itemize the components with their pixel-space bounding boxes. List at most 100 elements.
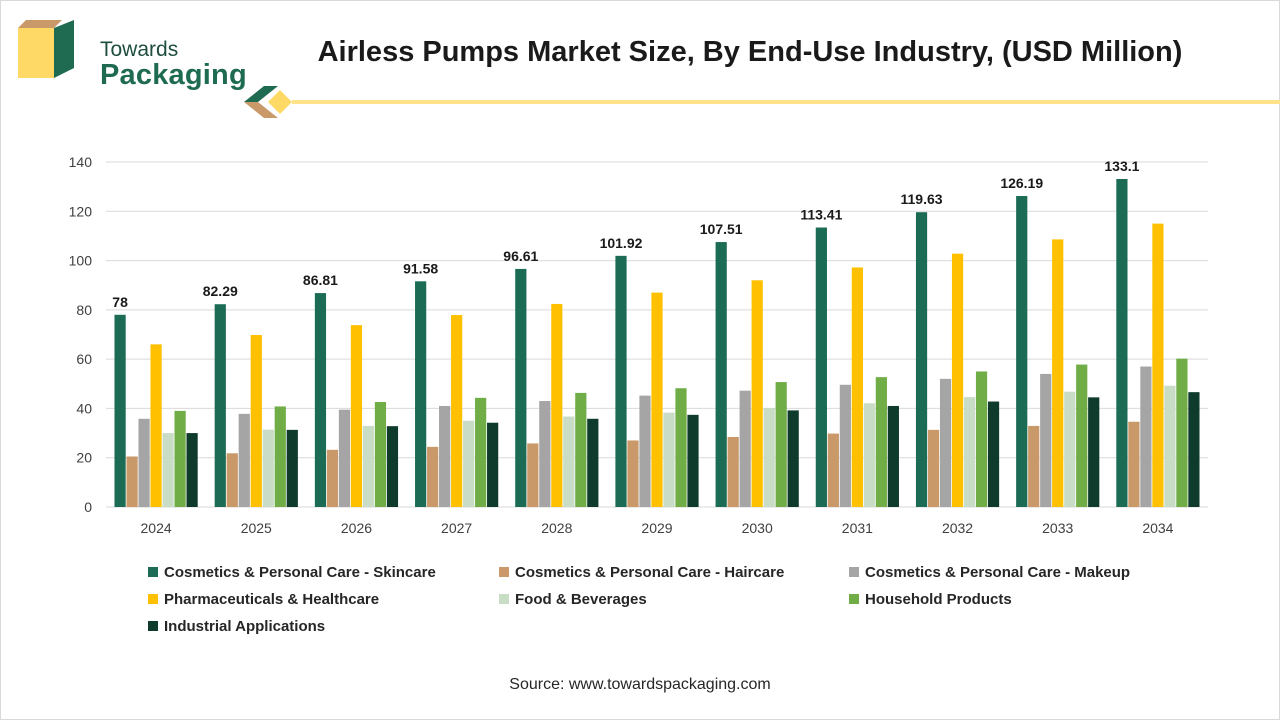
bar [1188,392,1200,507]
bar [715,242,727,507]
y-tick-label: 60 [76,351,92,367]
data-label: 113.41 [800,207,842,223]
y-tick-label: 0 [84,499,92,515]
bar [487,422,499,507]
bar [1176,358,1188,507]
bar [651,292,663,507]
bar-chart: 0 20 40 60 80 100 120 140 78 2024 82.29 2025 86.81 20… [69,154,1208,536]
data-label: 82.29 [203,283,238,299]
bar [875,377,887,507]
data-label: 133.1 [1104,158,1139,174]
bar [1164,385,1176,507]
bar [927,429,940,507]
source-note: Source: www.towardspackaging.com [509,676,771,693]
data-label: 107.51 [700,221,743,237]
bar [451,315,463,507]
bar [326,449,339,507]
data-label: 91.58 [403,260,438,276]
x-tick-label: 2030 [742,520,773,536]
y-tick-label: 80 [76,302,92,318]
bar [1128,421,1140,507]
bar [575,392,587,507]
bar [515,268,527,507]
y-tick-label: 40 [76,400,92,416]
title-divider [292,100,1280,104]
chart-title: Airless Pumps Market Size, By End-Use In… [317,36,1183,68]
bar [851,267,863,507]
data-label: 126.19 [1000,175,1043,191]
bar [827,433,839,507]
bar [226,453,238,507]
bar [751,280,763,507]
bar [587,418,599,507]
legend-swatch [148,594,158,604]
bar [863,403,875,507]
bar [627,440,639,507]
data-label: 101.92 [600,235,643,251]
bar [1052,239,1064,507]
bar [615,255,627,507]
x-tick-label: 2031 [842,520,873,536]
legend-item: Food & Beverages [499,589,647,609]
x-tick-label: 2027 [441,520,472,536]
legend-label: Food & Beverages [515,590,647,608]
bar [262,429,274,507]
bar [463,420,475,507]
legend-item: Cosmetics & Personal Care - Makeup [849,562,1130,582]
bar [1028,425,1040,507]
bar [1140,366,1152,507]
bar [951,253,964,507]
bar [286,429,298,507]
bar [687,414,699,507]
bar [126,456,138,507]
bar [963,397,976,507]
bar [1088,397,1100,507]
bar [527,443,539,507]
bar [939,378,952,507]
legend-label: Pharmaceuticals & Healthcare [164,590,380,608]
bar [887,405,899,507]
legend-item: Household Products [849,589,1012,609]
legend-label: Industrial Applications [164,617,326,635]
bar [727,437,739,507]
legend-swatch [499,567,509,577]
y-tick-label: 20 [76,450,92,466]
legend-item: Cosmetics & Personal Care - Haircare [499,562,784,582]
bar [439,405,451,507]
bar [174,410,186,507]
bar [539,401,551,507]
x-tick-label: 2029 [641,520,672,536]
x-tick-label: 2025 [241,520,272,536]
bar [739,390,751,507]
bar [1076,364,1088,507]
bar [350,325,363,507]
x-tick-label: 2024 [141,520,172,536]
brand-name-line2: Packaging [100,59,247,91]
bar [563,416,575,507]
legend-swatch [849,567,859,577]
brand-name-line1: Towards [100,38,179,61]
legend-item: Pharmaceuticals & Healthcare [148,589,379,609]
bar [138,418,150,507]
bar [150,344,162,507]
bar [975,371,988,507]
bar [987,401,1000,507]
bar [274,406,286,507]
divider-diamond-icon [244,86,292,118]
bar [1064,391,1076,507]
bar [787,410,799,507]
bar [114,314,126,507]
data-label: 96.61 [503,248,538,264]
bar [1116,179,1128,507]
bar [663,412,675,507]
x-tick-label: 2028 [541,520,572,536]
bar [338,409,351,507]
bar [250,334,262,507]
bar [415,281,427,507]
data-label: 86.81 [303,272,338,288]
bar [775,382,787,507]
bar [314,293,327,507]
legend-label: Cosmetics & Personal Care - Skincare [164,563,436,581]
y-tick-label: 120 [69,203,93,219]
y-tick-label: 100 [69,253,93,269]
